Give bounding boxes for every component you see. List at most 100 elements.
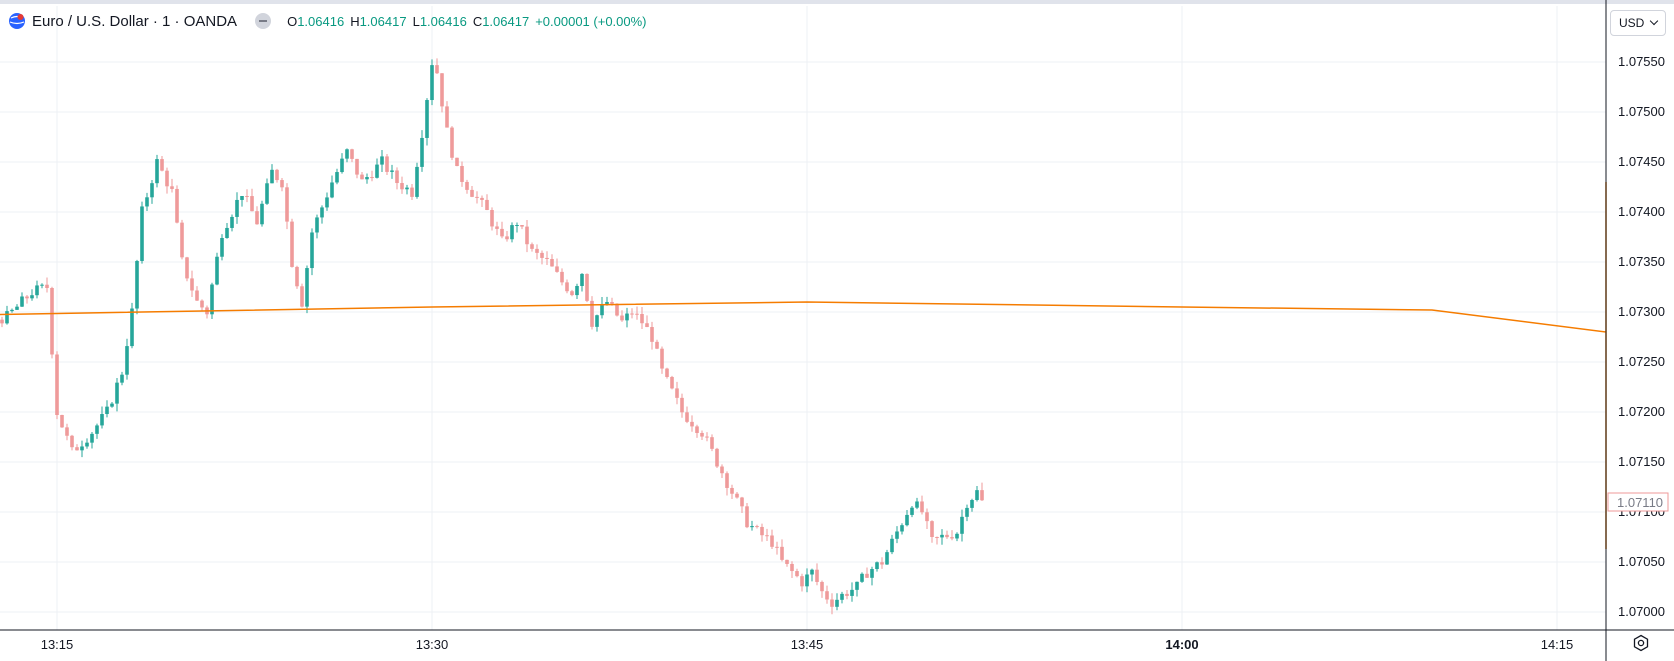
candle-body (650, 327, 654, 342)
candle-body (110, 403, 114, 407)
candle-body (670, 376, 674, 389)
candle-body (700, 432, 704, 437)
candle-body (625, 313, 629, 321)
candle-body (690, 421, 694, 427)
y-tick-label: 1.07000 (1618, 604, 1665, 619)
candle-body (180, 222, 184, 258)
candle-body (645, 323, 649, 328)
moving-average-line (0, 182, 1607, 549)
candle-body (660, 348, 664, 369)
currency-selector[interactable]: USD (1610, 10, 1666, 36)
minus-icon[interactable] (255, 13, 272, 29)
candle-body (370, 177, 374, 179)
candle-body (115, 382, 119, 404)
candle-body (345, 149, 349, 159)
candle-body (135, 260, 139, 309)
candle-body (565, 282, 569, 292)
candle-body (795, 571, 799, 577)
candle-body (800, 576, 804, 587)
candle-body (520, 225, 524, 227)
candle-body (760, 526, 764, 536)
candle-body (15, 306, 19, 310)
candle-body (465, 181, 469, 190)
candle-body (655, 341, 659, 349)
candle-body (330, 182, 334, 198)
grid (0, 6, 1606, 630)
candle-body (720, 466, 724, 474)
candle-body (100, 414, 104, 426)
candle-body (585, 273, 589, 301)
x-tick-label: 14:15 (1541, 637, 1574, 652)
candle-body (950, 537, 954, 539)
candle-body (900, 525, 904, 532)
candle-body (245, 195, 249, 197)
last-price-tag (1607, 492, 1669, 512)
symbol-title[interactable]: Euro / U.S. Dollar · 1 · OANDA (32, 12, 238, 30)
y-tick-label: 1.07200 (1618, 404, 1665, 419)
candle-body (785, 559, 789, 564)
candle-body (500, 228, 504, 237)
candle-body (355, 158, 359, 175)
candle-body (830, 599, 834, 607)
open-value: 1.06416 (297, 13, 345, 29)
candle-body (160, 159, 164, 171)
candle-body (340, 158, 344, 173)
candle-body (875, 562, 879, 570)
candle-body (400, 183, 404, 190)
candle-body (640, 313, 644, 324)
candle-body (745, 506, 749, 528)
candle-body (75, 447, 79, 451)
candle-body (825, 591, 829, 600)
candle-body (95, 425, 99, 434)
candle-body (0, 319, 4, 324)
y-tick-label: 1.07050 (1618, 554, 1665, 569)
candle-body (580, 273, 584, 286)
candle-body (945, 534, 949, 538)
candle-body (315, 217, 319, 233)
candle-body (260, 203, 264, 225)
last-price-label: 1.07110 (1617, 495, 1663, 510)
candle-body (960, 516, 964, 534)
candle-body (125, 346, 129, 375)
candle-body (840, 593, 844, 600)
gear-icon[interactable] (1630, 632, 1652, 654)
change-value: +0.00001 (+0.00%) (535, 13, 647, 29)
candle-body (930, 521, 934, 538)
candle-body (190, 278, 194, 291)
candle-body (200, 300, 204, 308)
candle-body (235, 199, 239, 217)
x-tick-label: 13:30 (416, 637, 449, 652)
globe-flag-icon[interactable] (8, 12, 26, 30)
candle-body (55, 354, 59, 415)
candle-body (430, 65, 434, 101)
candle-body (910, 507, 914, 515)
candle-body (195, 290, 199, 301)
candle-body (375, 164, 379, 178)
candle-body (265, 183, 269, 204)
candle-body (735, 493, 739, 498)
candle-body (740, 497, 744, 507)
candle-body (965, 507, 969, 517)
candle-body (120, 374, 124, 383)
currency-label: USD (1619, 16, 1645, 30)
candle-body (860, 573, 864, 582)
candle-body (175, 188, 179, 223)
candle-body (925, 512, 929, 522)
candle-body (45, 284, 49, 288)
candle-body (25, 296, 29, 299)
candle-body (915, 501, 919, 508)
y-tick-label: 1.07450 (1618, 154, 1665, 169)
candle-body (715, 448, 719, 467)
candle-body (630, 313, 634, 315)
candle-body (530, 244, 534, 249)
candle-body (10, 309, 14, 312)
candle-body (240, 195, 244, 200)
candle-body (420, 137, 424, 167)
open-label: O (287, 13, 298, 29)
candle-body (490, 210, 494, 227)
candle-body (685, 412, 689, 422)
candle-body (980, 490, 984, 501)
candle-body (605, 301, 609, 305)
